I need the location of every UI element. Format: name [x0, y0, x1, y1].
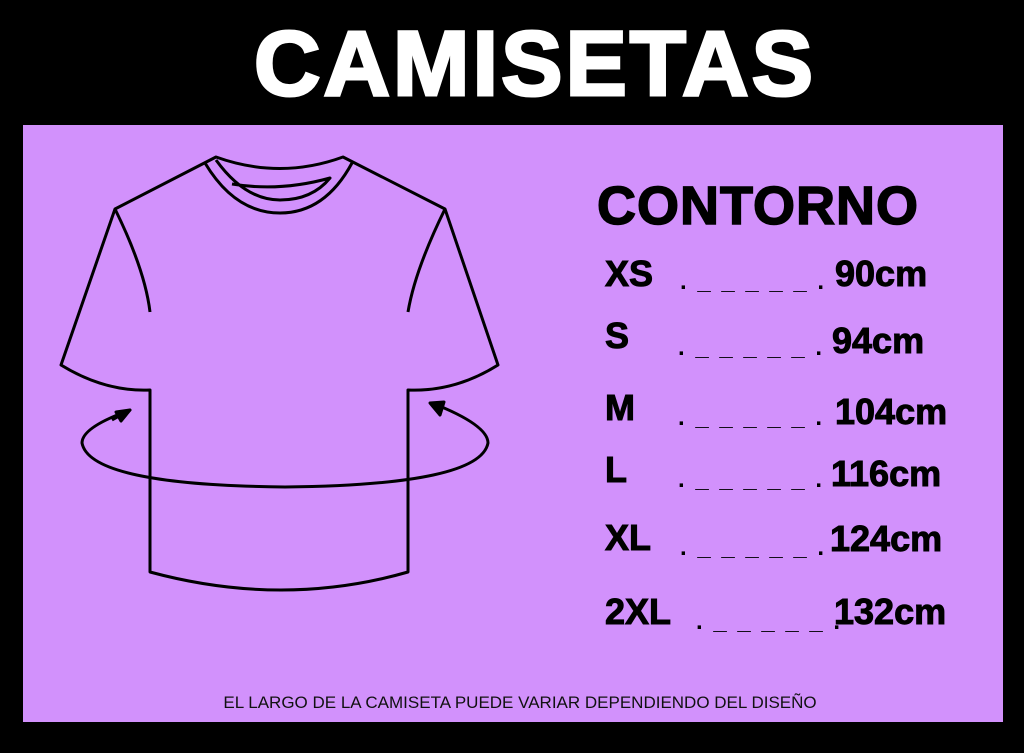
leader-dots: . _ _ _ _ _ . [678, 404, 825, 431]
size-label: S [604, 315, 630, 357]
leader-dots: . _ _ _ _ _ . [680, 534, 827, 561]
shirt-outline [59, 155, 500, 592]
size-row: XS . _ _ _ _ _ . 90cm [0, 252, 1024, 302]
measure-heading: CONTORNO [596, 175, 920, 237]
size-row: L . _ _ _ _ _ . 116cm [0, 448, 1024, 498]
size-label: XL [604, 517, 652, 559]
footer-note: EL LARGO DE LA CAMISETA PUEDE VARIAR DEP… [223, 693, 817, 712]
size-value: 104cm [834, 391, 948, 433]
size-value: 124cm [829, 518, 943, 560]
size-label: L [605, 449, 628, 491]
size-chart-panel [23, 125, 1003, 722]
size-value: 132cm [833, 591, 947, 633]
circumference-arrow [80, 401, 490, 489]
size-label: XS [604, 253, 654, 295]
leader-dots: . _ _ _ _ _ . [696, 608, 843, 635]
arrow-head-right-tip [428, 400, 446, 417]
size-row: S . _ _ _ _ _ . 94cm [0, 314, 1024, 364]
size-row: XL . _ _ _ _ _ . 124cm [0, 516, 1024, 566]
leader-dots: . _ _ _ _ _ . [678, 466, 825, 493]
collar-inner [214, 159, 332, 202]
size-row: M . _ _ _ _ _ . 104cm [0, 386, 1024, 436]
page-title: CAMISETAS [253, 13, 816, 116]
size-label: M [605, 387, 636, 429]
size-row: 2XL . _ _ _ _ _ . 132cm [0, 590, 1024, 640]
size-value: 90cm [834, 253, 928, 295]
leader-dots: . _ _ _ _ _ . [680, 268, 827, 295]
arrow-head-left-tip [114, 408, 132, 423]
leader-dots: . _ _ _ _ _ . [678, 334, 825, 361]
size-value: 94cm [831, 320, 925, 362]
size-label: 2XL [604, 591, 672, 633]
size-value: 116cm [830, 453, 942, 495]
collar-outer [203, 162, 354, 215]
left-armhole [113, 208, 152, 313]
right-armhole [406, 208, 447, 313]
